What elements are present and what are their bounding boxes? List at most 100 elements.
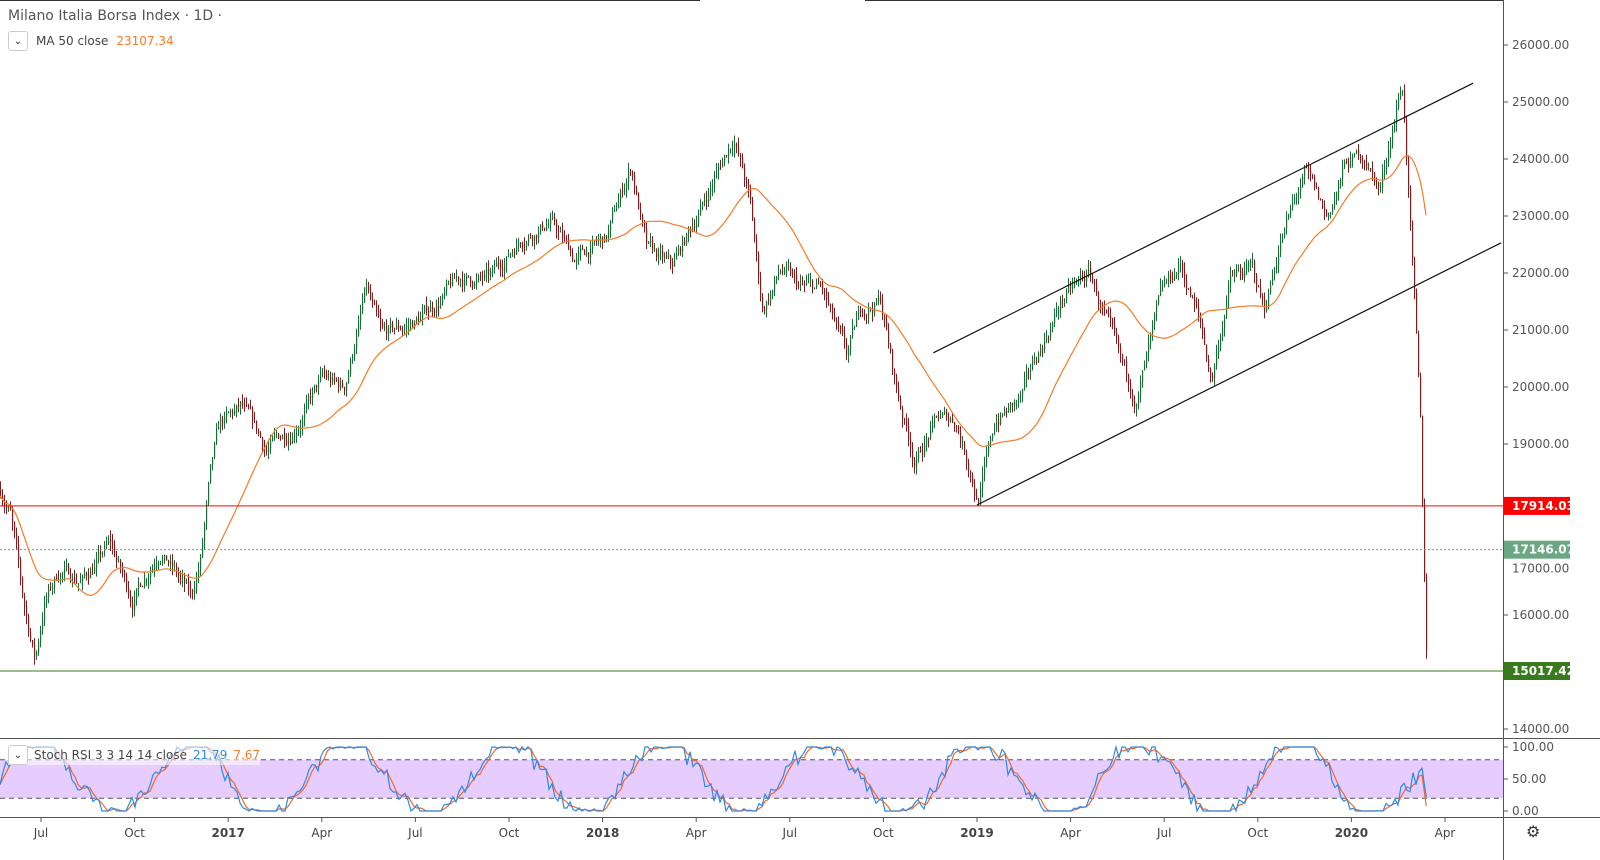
candle xyxy=(1320,198,1322,201)
candle-body xyxy=(348,374,350,383)
candle-body xyxy=(704,199,706,202)
candle-body xyxy=(712,185,714,188)
ma-collapse-button[interactable]: ⌄ xyxy=(8,31,28,51)
candle xyxy=(952,412,954,424)
candle-body xyxy=(1222,329,1224,337)
candle xyxy=(1122,353,1124,366)
candle xyxy=(840,325,842,335)
candle xyxy=(1124,359,1126,366)
candle xyxy=(776,275,778,285)
candle xyxy=(116,550,118,569)
candle xyxy=(272,435,274,442)
candle xyxy=(734,135,736,158)
candle-body xyxy=(1380,187,1382,189)
candle-body xyxy=(796,274,798,285)
stoch-collapse-button[interactable]: ⌄ xyxy=(8,745,28,765)
candle-body xyxy=(222,418,224,424)
candle xyxy=(1082,270,1084,282)
candle xyxy=(1412,220,1414,266)
candle-body xyxy=(186,581,188,584)
candle-body xyxy=(1112,318,1114,325)
candle xyxy=(788,258,790,271)
candle xyxy=(750,184,752,205)
candle-body xyxy=(304,410,306,420)
candle xyxy=(76,573,78,585)
candle-body xyxy=(1266,308,1268,311)
candle-body xyxy=(182,577,184,579)
candle xyxy=(1286,211,1288,235)
candle xyxy=(1340,178,1342,189)
candle xyxy=(966,449,968,471)
candle xyxy=(626,178,628,198)
candle xyxy=(764,305,766,315)
candle xyxy=(1036,356,1038,365)
candle xyxy=(1414,256,1416,300)
candle xyxy=(1246,258,1248,276)
candle xyxy=(296,425,298,443)
candle xyxy=(200,554,202,577)
settings-gear-icon[interactable]: ⚙ xyxy=(1526,822,1541,841)
candle-body xyxy=(876,301,878,304)
candle xyxy=(34,638,36,665)
candle-body xyxy=(408,325,410,327)
candle xyxy=(1170,269,1172,284)
candle xyxy=(84,567,86,579)
candle xyxy=(1350,151,1352,169)
candle xyxy=(620,188,622,208)
candle-body xyxy=(788,266,790,268)
candle-body xyxy=(624,188,626,193)
candle-body xyxy=(688,228,690,234)
candle xyxy=(30,627,32,643)
candle xyxy=(998,413,1000,433)
candle xyxy=(876,297,878,306)
candle xyxy=(1178,258,1180,281)
candle xyxy=(1422,415,1424,508)
candle-body xyxy=(648,241,650,244)
candle xyxy=(1362,155,1364,169)
candle-body xyxy=(912,448,914,460)
candle xyxy=(662,244,664,264)
candle xyxy=(1084,270,1086,288)
candle xyxy=(1192,294,1194,299)
candle xyxy=(812,279,814,294)
candle xyxy=(544,227,546,232)
candle xyxy=(1236,264,1238,278)
candle xyxy=(1044,332,1046,354)
candle-body xyxy=(792,274,794,276)
candle xyxy=(798,281,800,290)
candle-body xyxy=(1368,168,1370,170)
candle xyxy=(64,560,66,582)
candle-body xyxy=(244,405,246,407)
candle xyxy=(516,238,518,255)
candle-body xyxy=(464,279,466,286)
candle-body xyxy=(732,148,734,150)
candle xyxy=(714,170,716,193)
candle xyxy=(848,345,850,363)
candle xyxy=(458,276,460,286)
candle xyxy=(770,290,772,306)
candle-body xyxy=(68,565,70,574)
candle-body xyxy=(894,369,896,377)
candle xyxy=(500,259,502,277)
candle-body xyxy=(1054,313,1056,324)
candle-body xyxy=(72,577,74,582)
candle-body xyxy=(1338,183,1340,193)
candle-body xyxy=(674,259,676,266)
candle xyxy=(748,179,750,198)
candle-body xyxy=(1000,415,1002,425)
candle-body xyxy=(380,317,382,324)
candle xyxy=(576,252,578,270)
candle-body xyxy=(974,484,976,496)
candle xyxy=(14,521,16,539)
candle xyxy=(518,237,520,252)
candle-body xyxy=(606,235,608,239)
candle xyxy=(1166,278,1168,285)
candle xyxy=(172,553,174,576)
candle-body xyxy=(362,302,364,312)
candle-body xyxy=(576,258,578,263)
candle xyxy=(286,433,288,447)
candle xyxy=(450,273,452,289)
candle-body xyxy=(1378,183,1380,188)
candle-body xyxy=(720,166,722,168)
